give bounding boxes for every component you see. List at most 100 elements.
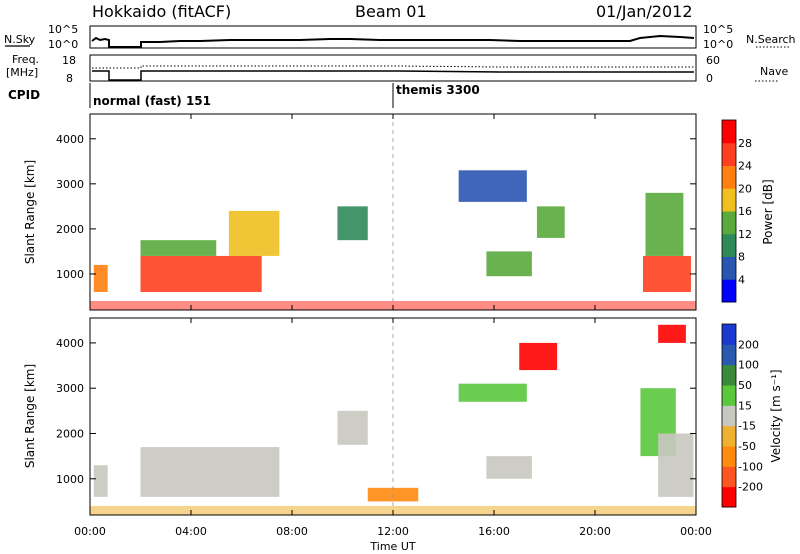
colorbar-swatch: [722, 344, 736, 366]
time-axis-label: Time UT: [369, 540, 415, 553]
scatter-region-1: [140, 447, 280, 497]
colorbar-swatch: [722, 256, 736, 280]
noise-panel: [89, 25, 697, 49]
velocity-colorbar: 200 100 50 15 -15 -50 -100 -200: [721, 323, 763, 508]
colorbar-tick-label: 24: [738, 160, 752, 173]
scatter-region-4: [337, 206, 368, 241]
colorbar-tick-label: 12: [738, 228, 752, 241]
colorbar-swatch: [722, 120, 736, 144]
colorbar-swatch: [722, 279, 736, 303]
colorbar-tick-label: 16: [738, 205, 752, 218]
colorbar-swatch: [722, 405, 736, 427]
colorbar-swatch: [722, 364, 736, 386]
scatter-region-2: [140, 240, 217, 256]
radar-title: Hokkaido (fitACF): [92, 2, 231, 21]
velocity-yticks: 1000 2000 3000 4000: [56, 337, 696, 486]
beam-label: Beam 01: [355, 2, 427, 21]
xtick-label: 00:00: [74, 525, 106, 538]
scatter-region-4: [458, 383, 527, 402]
colorbar-tick-label: 20: [738, 182, 752, 195]
nave-tick-low: 0: [706, 72, 713, 85]
colorbar-tick-label: 200: [738, 338, 759, 351]
colorbar-swatch: [722, 233, 736, 257]
colorbar-tick-label: -100: [738, 460, 763, 473]
colorbar-swatch: [722, 425, 736, 447]
colorbar-swatch: [722, 486, 736, 508]
nave-trace: [92, 65, 694, 69]
ytick-label: 3000: [56, 178, 84, 191]
scatter-region-5: [458, 170, 527, 202]
colorbar-tick-label: 8: [738, 251, 745, 264]
ytick-label: 2000: [56, 223, 84, 236]
freq-label-1: Freq.: [12, 53, 39, 66]
freq-trace: [92, 70, 694, 81]
colorbar-frame: [721, 119, 737, 303]
scatter-region-3: [228, 210, 280, 256]
nave-label: Nave: [760, 65, 788, 78]
scatter-region-5: [486, 456, 532, 479]
ytick-label: 1000: [56, 268, 84, 281]
colorbar-swatch: [722, 324, 736, 345]
colorbar-tick-label: -15: [738, 420, 756, 433]
scatter-region-2: [337, 410, 368, 445]
colorbar-swatch: [722, 446, 736, 467]
power-colorbar-label: Power [dB]: [761, 179, 775, 244]
ytick-label: 3000: [56, 382, 84, 395]
freq-tick-low: 8: [66, 72, 73, 85]
xtick-label: 08:00: [276, 525, 308, 538]
noise-tick-high: 10^5: [48, 23, 78, 36]
colorbar-swatch: [722, 211, 736, 235]
noise-tick-high-right: 10^5: [703, 23, 733, 36]
scatter-region-0: [93, 264, 108, 292]
scatter-region-9: [645, 192, 684, 256]
nsearch-label: N.Search: [746, 33, 796, 46]
xtick-label: 00:00: [680, 525, 712, 538]
cpid-label: CPID: [8, 88, 40, 102]
colorbar-swatch: [722, 188, 736, 212]
colorbar-swatch: [722, 466, 736, 488]
colorbar-tick-label: -50: [738, 440, 756, 453]
colorbar-tick-label: 100: [738, 359, 759, 372]
scatter-region-6: [519, 342, 558, 371]
ytick-label: 1000: [56, 473, 84, 486]
colorbar-swatch: [722, 142, 736, 166]
colorbar-tick-label: 4: [738, 273, 745, 286]
ytick-label: 4000: [56, 337, 84, 350]
xtick-label: 04:00: [175, 525, 207, 538]
scatter-region-6: [486, 251, 532, 277]
ytick-label: 2000: [56, 427, 84, 440]
nave-tick-high: 60: [706, 54, 720, 67]
ytick-label: 4000: [56, 133, 84, 146]
velocity-ylabel: Slant Range [km]: [23, 364, 37, 468]
power-yticks: 1000 2000 3000 4000: [56, 133, 696, 281]
nsky-label: N.Sky: [4, 33, 36, 46]
colorbar-frame: [721, 323, 737, 508]
scatter-region-1: [140, 255, 262, 292]
colorbar-swatch: [722, 385, 736, 406]
colorbar-swatch: [722, 165, 736, 189]
xtick-label: 12:00: [377, 525, 409, 538]
cpid-normal: normal (fast) 151: [93, 94, 211, 108]
xtick-label: 16:00: [478, 525, 510, 538]
power-ylabel: Slant Range [km]: [23, 160, 37, 264]
scatter-region-0: [93, 465, 108, 497]
scatter-region-9: [658, 324, 686, 343]
scatter-region-8: [658, 433, 694, 497]
noise-tick-low-right: 10^0: [703, 38, 733, 51]
noise-tick-low: 10^0: [48, 38, 78, 51]
freq-tick-high: 18: [62, 54, 76, 67]
time-axis: 00:00 04:00 08:00 12:00 16:00 20:00 00:00: [74, 114, 712, 538]
cpid-themis: themis 3300: [396, 83, 480, 97]
colorbar-tick-label: 28: [738, 137, 752, 150]
colorbar-tick-label: -200: [738, 481, 763, 494]
velocity-colorbar-label: Velocity [m s⁻¹]: [769, 369, 783, 462]
freq-label-2: [MHz]: [6, 66, 38, 79]
colorbar-tick-label: 50: [738, 379, 752, 392]
xtick-label: 20:00: [579, 525, 611, 538]
scatter-region-8: [642, 255, 691, 292]
date-label: 01/Jan/2012: [596, 2, 693, 21]
nsky-trace: [91, 34, 695, 48]
freq-panel: [89, 54, 697, 82]
power-colorbar: 28 24 20 16 12 8 4: [721, 119, 752, 303]
